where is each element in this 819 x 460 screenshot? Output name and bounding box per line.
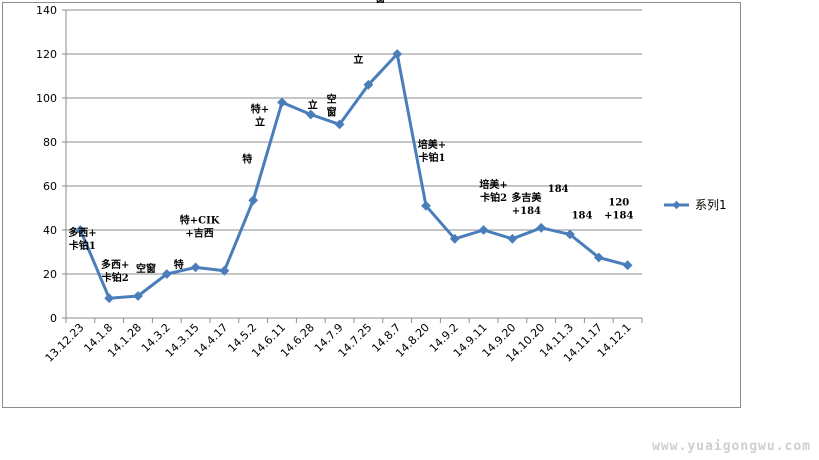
annotation-label: 培美+	[418, 138, 446, 151]
data-point	[449, 233, 460, 244]
annotation-label: 特	[242, 152, 252, 165]
y-tick-label: 80	[43, 136, 57, 149]
data-point	[421, 200, 431, 211]
legend-label: 系列1	[695, 198, 727, 212]
annotation-label: +184	[604, 211, 633, 222]
annotation-label: 窗	[327, 105, 337, 118]
y-tick-label: 120	[36, 48, 57, 61]
annotation-label: +184	[512, 206, 541, 217]
annotation-label: 卡铂2	[102, 271, 129, 284]
data-point	[593, 252, 604, 263]
data-point	[363, 79, 374, 90]
annotation-label: 培美+	[479, 178, 507, 191]
annotation-label: 多西+	[101, 258, 129, 271]
chart-frame	[2, 2, 741, 408]
y-tick-label: 40	[43, 224, 57, 237]
annotation-label: 立	[353, 53, 363, 66]
annotation-label: 卡铂2	[480, 191, 507, 204]
annotation-label: 184	[572, 210, 593, 221]
series-layer	[75, 49, 633, 304]
y-tick-label: 100	[36, 92, 57, 105]
annotation-label: 184	[548, 184, 569, 195]
annotation-label: 多吉美	[511, 191, 542, 204]
annotation-label: 卡铂1	[419, 151, 446, 164]
data-point	[565, 229, 575, 240]
annotation-label: 空	[327, 92, 337, 105]
series-line	[79, 52, 628, 300]
annotation-label: +吉西	[185, 226, 213, 239]
data-point	[190, 262, 201, 273]
data-point	[478, 225, 489, 235]
data-point	[305, 109, 316, 120]
data-point	[219, 265, 230, 276]
annotation-label: 立	[255, 115, 265, 128]
legend-marker	[672, 200, 681, 210]
data-point	[622, 260, 633, 271]
y-tick-label: 60	[43, 180, 57, 193]
annotation-label: 多西+	[68, 226, 96, 239]
annotation-label: 120	[608, 198, 629, 209]
data-point	[75, 225, 86, 235]
data-point	[334, 119, 345, 130]
annotation-label: 空窗	[136, 262, 156, 275]
annotation-label: 特	[174, 258, 184, 271]
data-point	[392, 49, 403, 59]
annotation-label: 特+	[251, 102, 269, 115]
y-tick-label: 140	[36, 4, 57, 17]
annotation-label: 立	[308, 99, 318, 112]
annotations: 多西+卡铂1多西+卡铂2空窗特特+CIK+吉西特特+立立空窗立空窗培美+卡铂1培…	[68, 0, 633, 284]
data-point	[536, 222, 547, 233]
data-point	[104, 293, 115, 304]
legend: 系列1	[664, 198, 727, 212]
data-point	[161, 269, 172, 279]
annotation-label: 卡铂1	[69, 239, 96, 252]
gridlines	[66, 9, 642, 275]
x-tick-label: 13.12.23	[43, 321, 87, 365]
data-point	[277, 97, 287, 108]
watermark: www.yuaigongwu.com	[652, 439, 811, 454]
data-point	[507, 233, 518, 244]
annotation-label: 窗	[375, 0, 385, 5]
data-point	[248, 195, 259, 206]
y-tick-label: 20	[43, 268, 57, 281]
y-tick-label: 0	[50, 312, 57, 325]
annotation-label: 特+CIK	[180, 213, 220, 226]
data-point	[133, 291, 143, 301]
